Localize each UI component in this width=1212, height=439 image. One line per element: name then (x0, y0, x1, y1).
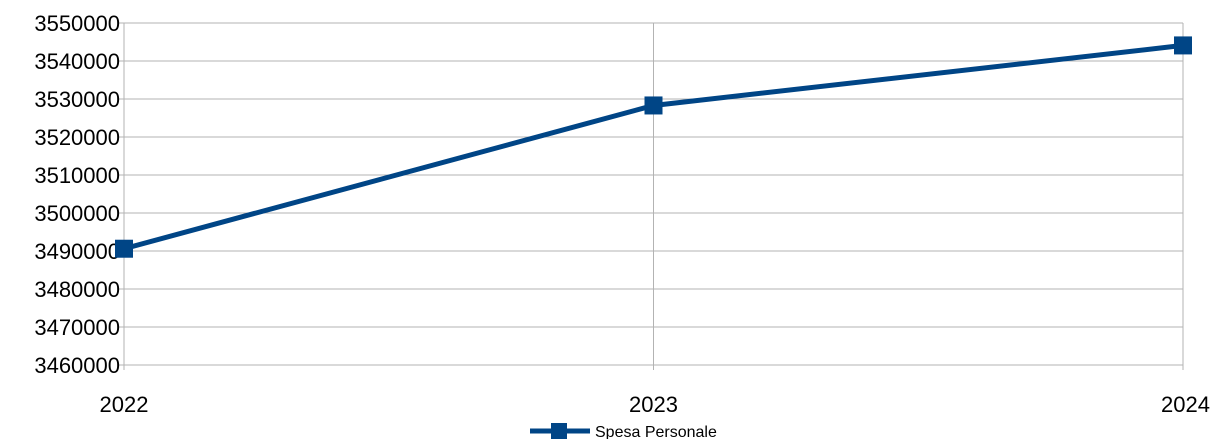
legend-label: Spesa Personale (595, 424, 717, 439)
x-tick-label: 2024 (1161, 392, 1210, 417)
x-tick-label: 2023 (629, 392, 678, 417)
series (115, 36, 1192, 258)
data-point-marker (115, 239, 133, 258)
y-tick-label: 3520000 (34, 125, 120, 150)
y-tick-label: 3540000 (34, 49, 120, 74)
y-tick-label: 3510000 (34, 163, 120, 188)
y-tick-label: 3480000 (34, 277, 120, 302)
grid-lines (119, 22, 1184, 370)
x-tick-label: 2022 (100, 392, 149, 417)
y-tick-label: 3490000 (34, 239, 120, 264)
data-point-marker (1174, 36, 1192, 55)
y-tick-label: 3550000 (34, 11, 120, 36)
y-tick-labels: 3460000 3470000 3480000 3490000 3500000 35100… (34, 11, 120, 378)
data-point-marker (644, 96, 663, 115)
y-tick-label: 3530000 (34, 87, 120, 112)
legend-swatch-marker (551, 423, 567, 439)
y-tick-label: 3470000 (34, 315, 120, 340)
y-tick-label: 3460000 (34, 353, 120, 378)
legend: Spesa Personale (530, 423, 717, 439)
y-tick-label: 3500000 (34, 201, 120, 226)
x-tick-labels: 2022 2023 2024 (100, 392, 1210, 417)
